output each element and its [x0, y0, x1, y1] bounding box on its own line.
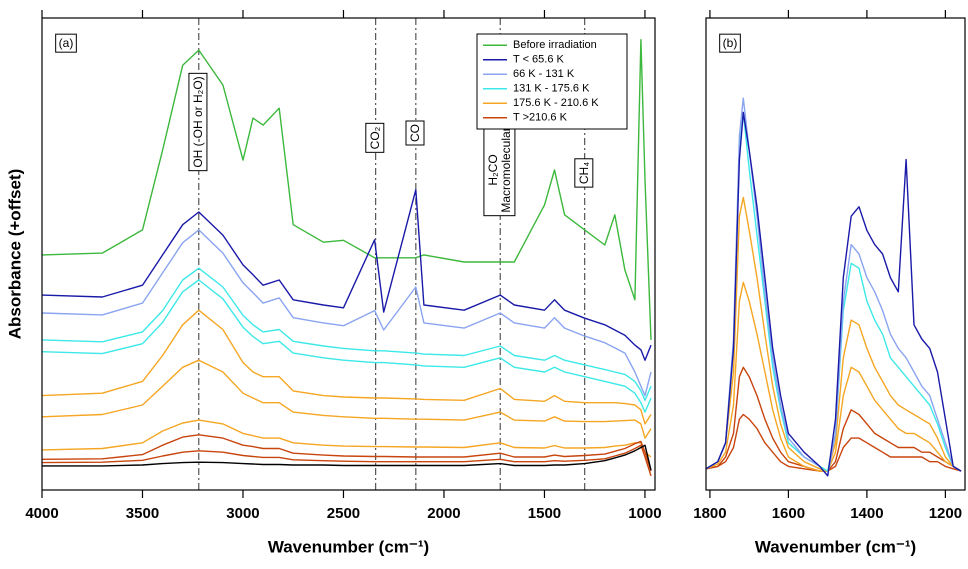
annotation-label: Macromolecular	[499, 127, 513, 212]
x-tick-label: 1200	[929, 505, 962, 522]
curves	[706, 97, 962, 477]
spectrum-line	[42, 444, 652, 477]
plot-frame	[705, 17, 966, 491]
legend-label: 66 K - 131 K	[513, 68, 575, 80]
spectrum-line	[706, 281, 962, 472]
spectrum-line	[42, 309, 652, 425]
spectrum-line	[706, 111, 962, 472]
annotation: CO	[405, 120, 425, 146]
annotation: CH₄	[574, 158, 594, 188]
annotation-label: OH (-OH or H₂O)	[191, 76, 205, 167]
x-tick-label: 4000	[25, 505, 58, 522]
spectrum-line	[42, 419, 652, 458]
spectrum-line	[706, 196, 962, 472]
plot-frame	[41, 17, 656, 491]
panel-label-box	[719, 33, 741, 53]
spectrum-line	[706, 413, 962, 472]
curves	[42, 39, 652, 477]
legend-label: 131 K - 175.6 K	[513, 83, 590, 95]
panel-label: (b)	[723, 36, 738, 50]
annotation: OH (-OH or H₂O)	[188, 72, 208, 172]
panel-label-box	[55, 33, 77, 53]
annotation-box	[405, 120, 425, 146]
spectrum-line	[42, 267, 652, 401]
annotation-label: CO	[408, 124, 422, 142]
x-axis-label: Wavenumber (cm⁻¹)	[755, 537, 916, 556]
y-axis-label: Absorbance (+offset)	[5, 169, 24, 340]
spectrum-line	[42, 279, 652, 413]
spectrum-line	[706, 97, 962, 477]
legend: Before irradiation T < 65.6 K 66 K - 131 K…	[476, 33, 628, 130]
panel-label: (a)	[59, 36, 74, 50]
annotation-box	[574, 158, 594, 188]
spectrum-line	[42, 359, 652, 439]
x-tick-label: 2500	[327, 505, 360, 522]
x-tick-label: 3000	[226, 505, 259, 522]
x-tick-label: 1800	[693, 505, 726, 522]
legend-label: T < 65.6 K	[513, 54, 565, 66]
annotation-label: CO₂	[368, 126, 382, 149]
spectrum-line	[42, 444, 652, 471]
spectrum-line	[42, 229, 652, 397]
annotation-label: H₂CO	[486, 154, 500, 185]
annotation: CO₂	[365, 122, 385, 153]
annotation-label: CH₄	[577, 162, 591, 184]
legend-label: 175.6 K - 210.6 K	[513, 97, 599, 109]
x-tick-label: 3500	[126, 505, 159, 522]
panel: OH (-OH or H₂O) CO₂ CO H₂CO Macromolecular CH…	[5, 10, 662, 556]
x-tick-label: 1500	[528, 505, 561, 522]
legend-box	[476, 33, 628, 130]
annotation: H₂CO Macromolecular	[483, 123, 516, 217]
x-tick-label: 1400	[850, 505, 883, 522]
legend-label: T >210.6 K	[513, 112, 568, 124]
spectrum-line	[42, 189, 652, 361]
spectrum-line	[706, 111, 962, 477]
annotation-box	[365, 122, 385, 153]
spectrum-line	[42, 434, 652, 472]
spectrum-line	[42, 39, 652, 340]
panel: 1800 1600 1400 1200 (b) Wavenumber (cm⁻¹)	[693, 10, 966, 556]
legend-label: Before irradiation	[513, 39, 597, 51]
x-tick-label: 1600	[772, 505, 805, 522]
x-axis-label: Wavenumber (cm⁻¹)	[268, 537, 429, 556]
annotation-box	[188, 72, 208, 172]
x-tick-label: 2000	[427, 505, 460, 522]
x-tick-label: 1000	[628, 505, 661, 522]
spectrum-line	[706, 366, 962, 472]
